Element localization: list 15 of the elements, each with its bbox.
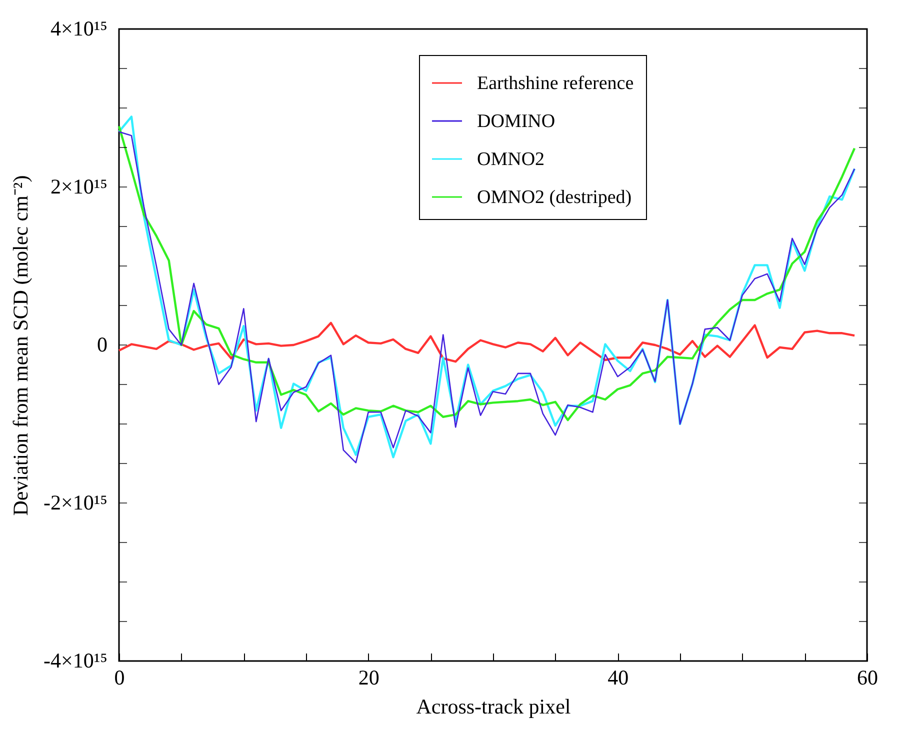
x-tick-label: 40 [608, 666, 629, 690]
x-tick-label: 60 [857, 666, 878, 690]
y-tick-label: 2×10¹⁵ [50, 174, 108, 198]
y-tick-label: -4×10¹⁵ [44, 648, 108, 672]
x-axis-title: Across-track pixel [416, 694, 571, 718]
legend-label: OMNO2 [477, 149, 545, 170]
x-tick-label: 0 [114, 666, 125, 690]
y-tick-label: -2×10¹⁵ [44, 490, 108, 514]
legend-label: DOMINO [477, 111, 556, 132]
x-tick-label: 20 [358, 666, 380, 690]
y-tick-label: 4×10¹⁵ [50, 16, 108, 40]
legend-label: Earthshine reference [477, 73, 634, 94]
legend-label: OMNO2 (destriped) [477, 187, 632, 208]
y-axis-title: Deviation from mean SCD (molec cm⁻²) [8, 175, 33, 516]
y-tick-label: 0 [97, 332, 108, 356]
